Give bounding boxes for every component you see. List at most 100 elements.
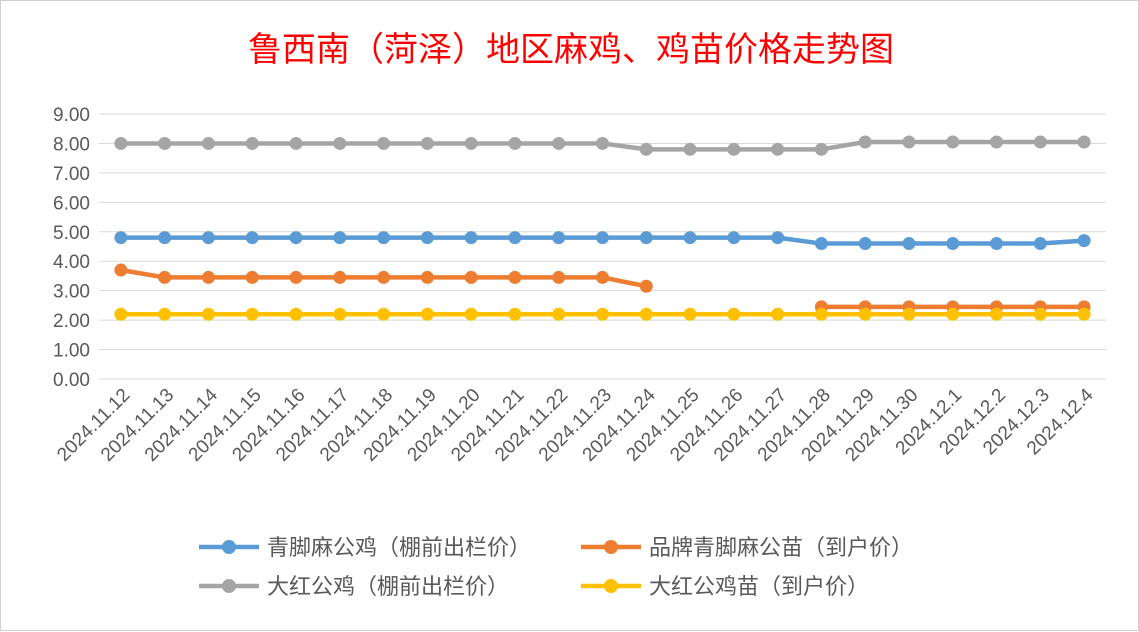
data-point [333, 136, 347, 150]
data-point [814, 142, 828, 156]
data-point [727, 307, 741, 321]
legend-label: 青脚麻公鸡（棚前出栏价） [267, 536, 531, 561]
data-point [158, 270, 172, 284]
data-point [596, 270, 609, 284]
legend-item[interactable]: 青脚麻公鸡（棚前出栏价） [199, 536, 531, 561]
data-point [201, 307, 215, 321]
legend-item[interactable]: 大红公鸡苗（到户价） [581, 575, 869, 600]
data-point [289, 136, 303, 150]
data-point [377, 270, 391, 284]
data-point [464, 231, 478, 245]
data-point [333, 231, 347, 245]
data-point [552, 136, 566, 150]
y-tick-label: 7.00 [53, 164, 90, 185]
data-point [377, 307, 391, 321]
legend-item[interactable]: 品牌青脚麻公苗（到户价） [581, 536, 913, 561]
data-point [946, 135, 960, 149]
data-point [1077, 307, 1091, 321]
y-tick-label: 2.00 [53, 311, 90, 332]
legend-label: 品牌青脚麻公苗（到户价） [649, 536, 913, 561]
data-point [552, 307, 566, 321]
data-point [245, 136, 259, 150]
legend: 青脚麻公鸡（棚前出栏价） 品牌青脚麻公苗（到户价） 大红公鸡（棚前出栏价） 大红公鸡苗… [199, 536, 913, 600]
y-tick-label: 8.00 [53, 134, 90, 155]
data-point [639, 307, 653, 321]
data-point [377, 231, 391, 245]
chart-title: 鲁西南（菏泽）地区麻鸡、鸡苗价格走势图 [248, 30, 894, 70]
data-point [420, 307, 434, 321]
data-point [639, 279, 653, 293]
data-point [201, 270, 215, 284]
data-point [1033, 135, 1047, 149]
data-point [858, 307, 872, 321]
y-tick-label: 0.00 [53, 370, 90, 391]
legend-swatch-marker [604, 540, 618, 554]
data-point [289, 231, 303, 245]
data-point [508, 136, 522, 150]
data-point [1077, 135, 1091, 149]
data-point [420, 270, 434, 284]
data-point [245, 307, 259, 321]
data-point [464, 136, 478, 150]
data-point [114, 307, 128, 321]
data-point [990, 135, 1004, 149]
data-point [771, 231, 785, 245]
data-point [114, 136, 128, 150]
data-point [858, 237, 872, 251]
data-point [990, 307, 1004, 321]
data-point [727, 142, 741, 156]
data-point [420, 231, 434, 245]
data-point [814, 237, 828, 251]
series-4 [114, 307, 1091, 321]
data-point [552, 270, 566, 284]
data-point [158, 307, 172, 321]
data-point [158, 136, 172, 150]
data-point [596, 231, 609, 245]
data-point [902, 307, 916, 321]
data-point [1033, 237, 1047, 251]
data-point [552, 231, 566, 245]
data-point [333, 270, 347, 284]
data-point [990, 237, 1004, 251]
y-tick-label: 9.00 [53, 105, 90, 126]
data-point [201, 136, 215, 150]
data-point [946, 307, 960, 321]
data-point [814, 307, 828, 321]
series-1 [114, 231, 1091, 251]
data-point [639, 231, 653, 245]
series-3 [114, 135, 1091, 156]
data-point [683, 307, 697, 321]
y-tick-label: 4.00 [53, 252, 90, 273]
data-point [771, 307, 785, 321]
data-point [639, 142, 653, 156]
data-point [946, 237, 960, 251]
data-point [245, 231, 259, 245]
data-point [508, 307, 522, 321]
data-point [289, 307, 303, 321]
data-point [1077, 234, 1091, 248]
legend-swatch-marker [604, 579, 618, 593]
data-point [114, 231, 128, 245]
x-axis-ticks: 2024.11.122024.11.132024.11.142024.11.15… [53, 384, 1098, 465]
data-point [596, 307, 609, 321]
data-point [683, 231, 697, 245]
data-point [464, 270, 478, 284]
y-tick-label: 6.00 [53, 193, 90, 214]
y-tick-label: 1.00 [53, 341, 90, 362]
y-tick-label: 3.00 [53, 282, 90, 303]
series-2 [114, 263, 1091, 314]
y-axis-ticks: 0.00 1.00 2.00 3.00 4.00 5.00 6.00 7.00 8.00 9.00 [53, 105, 90, 391]
data-point [333, 307, 347, 321]
data-point [508, 231, 522, 245]
data-point [727, 231, 741, 245]
data-point [114, 263, 128, 277]
data-point [596, 136, 609, 150]
data-point [464, 307, 478, 321]
legend-swatch-marker [222, 540, 236, 554]
data-point [201, 231, 215, 245]
legend-item[interactable]: 大红公鸡（棚前出栏价） [199, 575, 509, 600]
series-lines [114, 135, 1091, 321]
legend-label: 大红公鸡苗（到户价） [649, 575, 869, 600]
